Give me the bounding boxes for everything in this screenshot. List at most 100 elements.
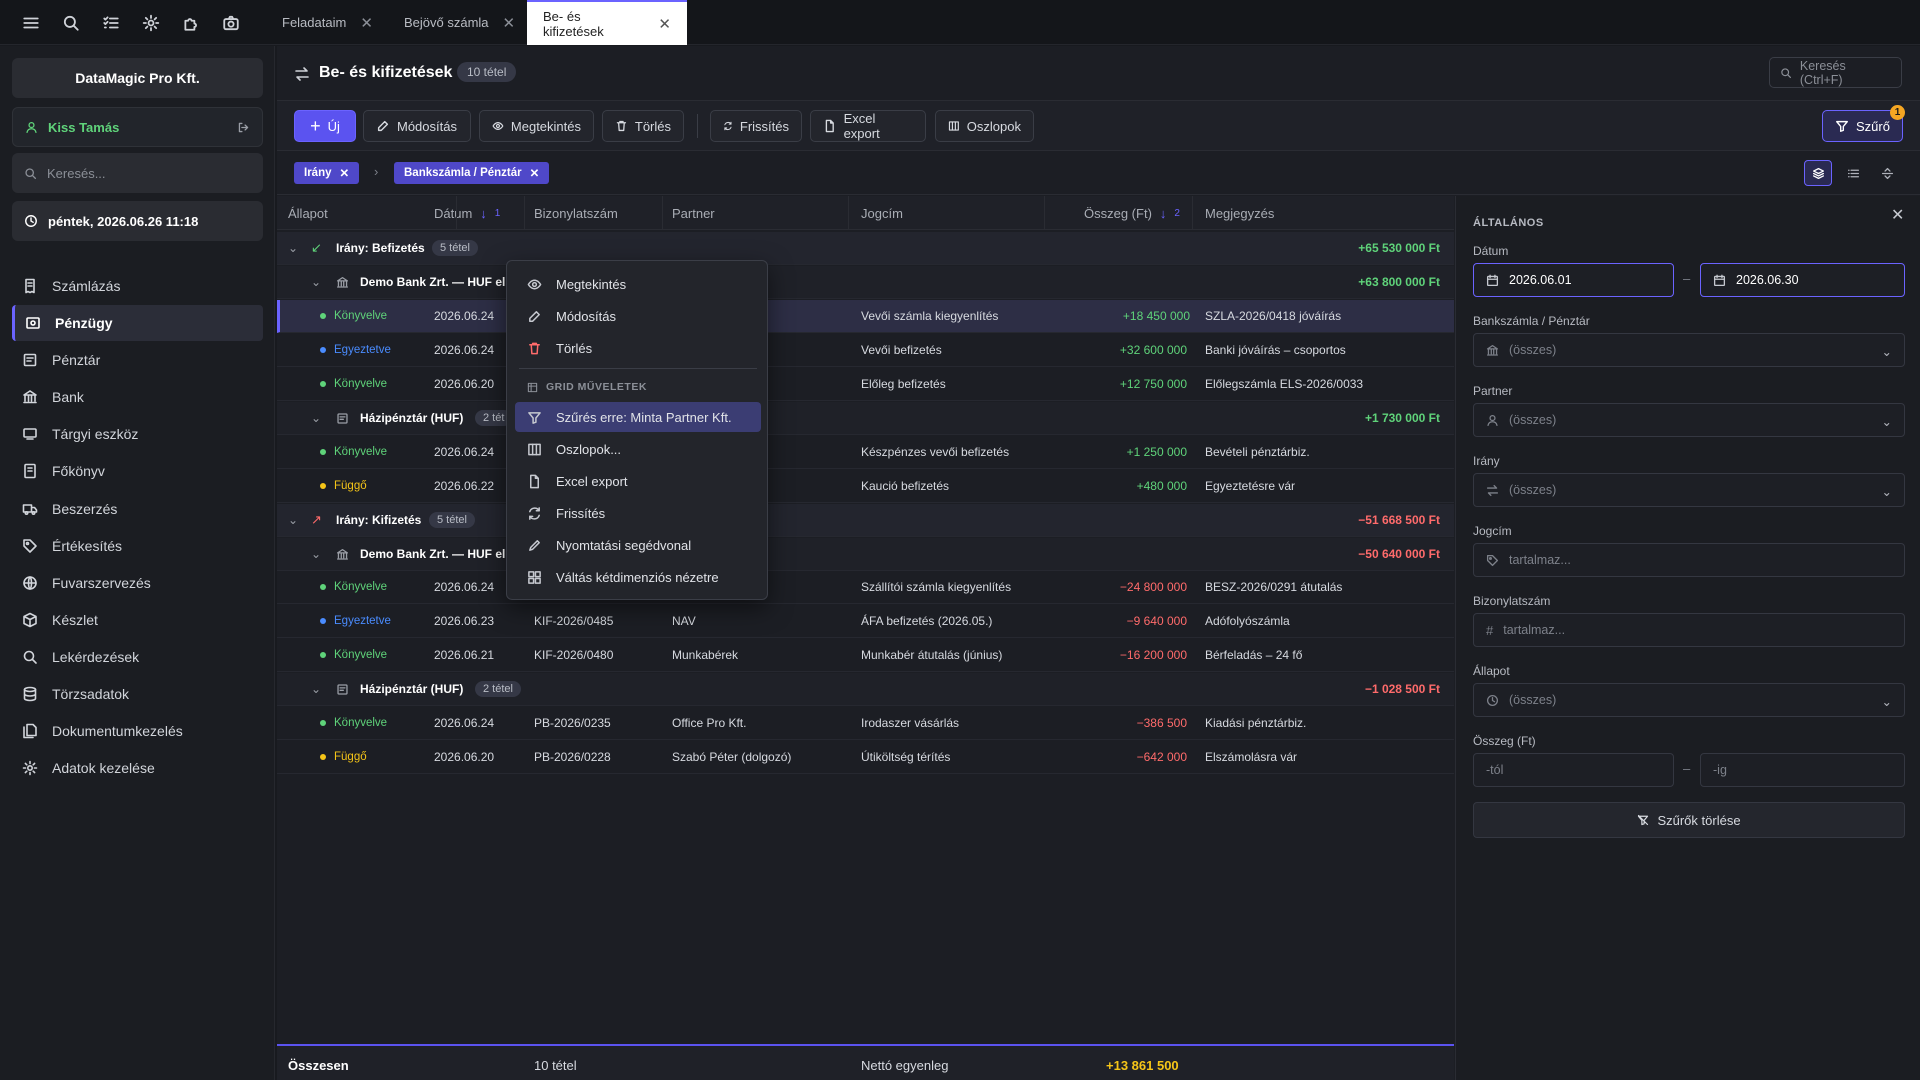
menu-item-excel[interactable]: Excel export [515,466,761,496]
group-view-toggle[interactable] [1804,160,1832,186]
partner-select[interactable]: (összes) ⌄ [1473,403,1905,437]
sort-down-icon: ↓ [1159,205,1167,221]
status-select[interactable]: (összes) ⌄ [1473,683,1905,717]
puzzle-icon[interactable] [171,0,211,45]
chevron-down-icon[interactable]: ⌄ [311,547,322,561]
table-row[interactable]: Függő 2026.06.22 nagánsz.) Kaució befize… [277,470,1454,503]
chevron-down-icon[interactable]: ⌄ [288,513,299,527]
close-icon[interactable]: ✕ [360,14,373,32]
sidebar-search[interactable]: Keresés... [12,153,263,193]
camera-icon[interactable] [211,0,251,45]
group-row-in-cash[interactable]: ⌄ Házipénztár (HUF) 2 tét +1 730 000 Ft [277,402,1454,435]
close-icon[interactable]: ✕ [339,168,350,180]
sidebar-item-4[interactable]: Tárgyi eszköz [12,416,263,452]
filter-button[interactable]: Szűrő [1822,110,1903,142]
sidebar-item-12[interactable]: Dokumentumkezelés [12,713,263,749]
chevron-down-icon[interactable]: ⌄ [311,411,322,425]
col-doc[interactable]: Bizonylatszám [534,205,618,221]
refresh-button[interactable]: Frissítés [710,110,802,142]
sidebar-item-8[interactable]: Fuvarszervezés [12,565,263,601]
amount-from-input[interactable]: -tól [1473,753,1674,787]
tasks-icon[interactable] [91,0,131,45]
group-row-in[interactable]: ⌄ ↙ Irány: Befizetés 5 tétel +65 530 000… [277,232,1454,265]
close-icon[interactable]: ✕ [502,14,516,32]
col-status[interactable]: Állapot [288,205,328,221]
sidebar-item-7[interactable]: Értékesítés [12,528,263,564]
close-icon[interactable]: ✕ [1891,207,1905,224]
sidebar-item-1[interactable]: Pénzügy [12,305,263,341]
view-button[interactable]: Megtekintés [479,110,594,142]
delete-button[interactable]: Törlés [602,110,684,142]
table-row[interactable]: Könyvelve 2026.06.24 Készpénzes vevői be… [277,436,1454,469]
gear-icon[interactable] [131,0,171,45]
tab-bejovo-szamla[interactable]: Bejövő számla ✕ [388,0,531,45]
new-button[interactable]: + Új [294,110,356,142]
chevron-down-icon[interactable]: ⌄ [311,275,322,289]
amount-to-placeholder: -ig [1713,763,1727,777]
account-select[interactable]: (összes) ⌄ [1473,333,1905,367]
sidebar-item-0[interactable]: Számlázás [12,268,263,304]
logout-icon[interactable] [237,121,250,134]
sidebar-item-13[interactable]: Adatok kezelése [12,750,263,786]
sidebar-item-5[interactable]: Főkönyv [12,453,263,489]
col-amount[interactable]: Összeg (Ft) ↓ 2 [1084,196,1180,230]
sidebar-item-2[interactable]: Pénztár [12,342,263,378]
group-chip-account[interactable]: Bankszámla / Pénztár ✕ [394,162,550,184]
menu-item-edit[interactable]: Módosítás [515,301,761,331]
sidebar-item-6[interactable]: Beszerzés [12,491,263,527]
table-row[interactable]: Könyvelve 2026.06.24 PB-2026/0235 Office… [277,707,1454,740]
table-row[interactable]: Könyvelve 2026.06.24 Vevői számla kiegye… [277,300,1454,333]
close-icon[interactable]: ✕ [529,168,540,180]
edit-button[interactable]: Módosítás [363,110,471,142]
user-box[interactable]: Kiss Tamás [12,107,263,147]
chevron-down-icon[interactable]: ⌄ [288,241,299,255]
search-icon[interactable] [51,0,91,45]
menu-item-view[interactable]: Megtekintés [515,269,761,299]
table-row[interactable]: Könyvelve 2026.06.21 KIF-2026/0480 Munka… [277,639,1454,672]
close-icon[interactable]: ✕ [658,15,671,33]
table-row[interactable]: Könyvelve 2026.06.20 t. Előleg befizetés… [277,368,1454,401]
table-row[interactable]: Egyeztetve 2026.06.24 Vevői befizetés +3… [277,334,1454,367]
group-chip-direction[interactable]: Irány ✕ [294,162,360,184]
excel-export-button[interactable]: Excel export [810,110,926,142]
date-to-input[interactable]: 2026.06.30 [1700,263,1905,297]
group-row-out[interactable]: ⌄ ↗ Irány: Kifizetés 5 tétel −51 668 500… [277,504,1454,537]
table-row[interactable]: Függő 2026.06.20 PB-2026/0228 Szabó Péte… [277,741,1454,774]
sidebar-item-10[interactable]: Lekérdezések [12,639,263,675]
col-partner[interactable]: Partner [672,205,715,221]
menu-item-filter[interactable]: Szűrés erre: Minta Partner Kft. [515,402,761,432]
table-row[interactable]: Könyvelve 2026.06.24 t. Szállítói számla… [277,571,1454,604]
menu-item-pivot[interactable]: Váltás kétdimenziós nézetre [515,562,761,592]
amount-to-input[interactable]: -ig [1700,753,1905,787]
col-note[interactable]: Megjegyzés [1205,205,1275,221]
direction-select[interactable]: (összes) ⌄ [1473,473,1905,507]
col-date[interactable]: Dátum ↓ 1 [434,196,500,230]
sidebar-item-11[interactable]: Törzsadatok [12,676,263,712]
title-input[interactable]: tartalmaz... [1473,543,1905,577]
company-name[interactable]: DataMagic Pro Kft. [12,58,263,98]
group-row-out-cash[interactable]: ⌄ Házipénztár (HUF) 2 tétel −1 028 500 F… [277,673,1454,706]
group-row-out-bank[interactable]: ⌄ Demo Bank Zrt. — HUF el −50 640 000 Ft [277,538,1454,571]
clear-filters-button[interactable]: Szűrők törlése [1473,802,1905,838]
date-from-input[interactable]: 2026.06.01 [1473,263,1674,297]
menu-item-delete[interactable]: Törlés [515,333,761,363]
sidebar-item-9[interactable]: Készlet [12,602,263,638]
tab-be-es-kifizetesek[interactable]: Be- és kifizetések ✕ [527,0,687,45]
menu-item-refresh[interactable]: Frissítés [515,498,761,528]
sidebar-search-input[interactable]: Keresés... [47,165,106,181]
group-row-in-bank[interactable]: ⌄ Demo Bank Zrt. — HUF el +63 800 000 Ft [277,266,1454,299]
trash-icon [616,120,627,132]
sidebar-item-3[interactable]: Bank [12,379,263,415]
menu-icon[interactable] [11,0,51,45]
menu-item-print[interactable]: Nyomtatási segédvonal [515,530,761,560]
columns-button[interactable]: Oszlopok [935,110,1034,142]
menu-item-columns[interactable]: Oszlopok... [515,434,761,464]
chevron-down-icon[interactable]: ⌄ [311,682,322,696]
table-row[interactable]: Egyeztetve 2026.06.23 KIF-2026/0485 NAV … [277,605,1454,638]
tab-feladataim[interactable]: Feladataim ✕ [266,0,389,45]
col-title[interactable]: Jogcím [861,205,903,221]
doc-input[interactable]: # tartalmaz... [1473,613,1905,647]
expand-collapse-toggle[interactable] [1873,160,1901,186]
list-view-toggle[interactable] [1839,160,1867,186]
global-search-input[interactable]: Keresés (Ctrl+F) [1769,57,1902,88]
